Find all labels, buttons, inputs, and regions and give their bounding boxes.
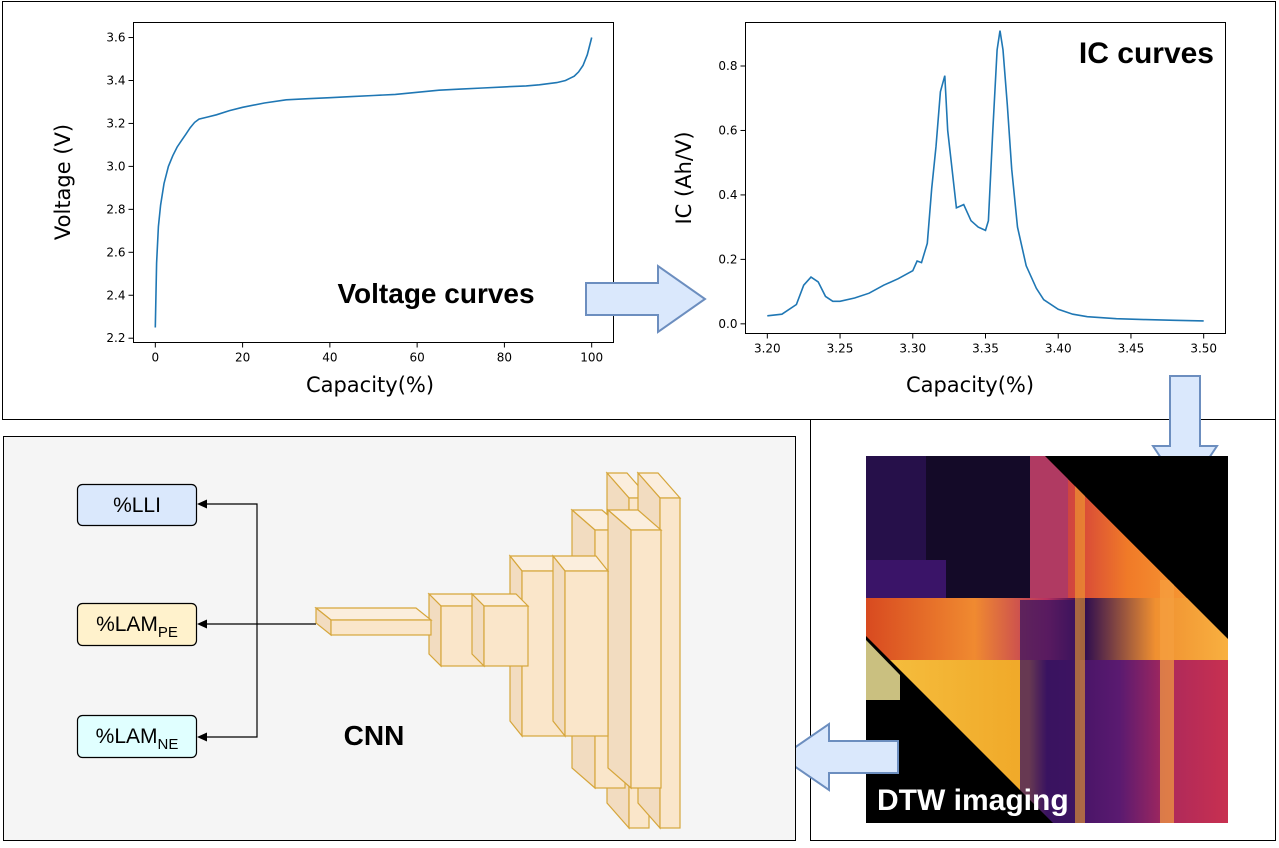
ic-ytick-label: 0.4 [718, 188, 737, 202]
ic-ytick-label: 0.8 [718, 59, 737, 73]
voltage-ytick-label: 3.4 [106, 73, 125, 87]
voltage-ytick-label: 2.4 [106, 288, 125, 302]
ic-ytick-label: 0.6 [718, 123, 737, 137]
voltage-ytick-label: 3.2 [106, 116, 125, 130]
voltage-xtick-label: 40 [322, 351, 337, 365]
ic-xtick-label: 3.35 [972, 342, 999, 356]
cnn-block-1 [314, 606, 433, 637]
voltage-ytick-label: 3.6 [106, 31, 125, 45]
voltage-ylabel: Voltage (V) [51, 124, 75, 240]
ic-xtick-label: 3.25 [827, 342, 854, 356]
voltage-xtick-label: 0 [151, 351, 159, 365]
ic-xlabel: Capacity(%) [906, 373, 1034, 397]
output-lam-pe-box [76, 602, 198, 647]
output-lli-box [76, 483, 198, 527]
ic-xtick-label: 3.20 [754, 342, 781, 356]
voltage-plot-area [133, 22, 614, 343]
output-lam-ne-box [76, 714, 198, 759]
cnn-label: CNN [344, 720, 405, 751]
voltage-xtick-label: 20 [235, 351, 250, 365]
ic-series-line [767, 30, 1204, 322]
voltage-xtick-label: 60 [409, 351, 424, 365]
voltage-xlabel: Capacity(%) [306, 373, 434, 397]
output-connectors [205, 503, 316, 738]
ic-ytick-label: 0.0 [718, 317, 737, 331]
output-lli-label: %LLI [113, 494, 161, 517]
ic-xtick-label: 3.40 [1045, 342, 1072, 356]
voltage-ytick-label: 2.8 [106, 202, 125, 216]
output-lli: %LLI [76, 483, 198, 527]
connector-arrowheads [197, 499, 207, 742]
voltage-ytick-label: 2.2 [106, 331, 125, 345]
output-lam-pe-label: %LAMPE [96, 613, 178, 641]
ic-ylabel: IC (Ah/V) [672, 131, 696, 224]
voltage-ytick-label: 2.6 [106, 245, 125, 259]
voltage-ytick-label: 3.0 [106, 159, 125, 173]
voltage-series-line [154, 37, 593, 328]
dtw-frame [810, 420, 1276, 841]
voltage-panel-label: Voltage curves [337, 278, 534, 309]
ic-ytick-label: 0.2 [718, 252, 737, 266]
output-lam-ne: %LAMNE [76, 714, 198, 759]
arrow-dtw-to-cnn [779, 722, 899, 792]
ic-plot-area [745, 22, 1226, 334]
dtw-label: DTW imaging [877, 784, 1069, 817]
ic-xtick-label: 3.45 [1118, 342, 1145, 356]
output-lam-pe: %LAMPE [76, 602, 198, 647]
arrow-voltage-to-ic [585, 264, 707, 334]
ic-panel-label: IC curves [1079, 37, 1214, 70]
dtw-image: DTW imaging [866, 456, 1228, 823]
cnn-block-2 [470, 592, 530, 668]
cnn-panel: %LLI %LAMPE %LAMNE CNN [3, 436, 796, 841]
top-frame [2, 1, 1276, 420]
voltage-xtick-label: 100 [580, 351, 603, 365]
output-lam-ne-label: %LAMNE [96, 725, 179, 753]
cnn-block-6 [606, 508, 663, 790]
cnn-block-4 [551, 554, 610, 738]
cnn-layer-stack [314, 471, 682, 830]
voltage-chart: 0 20 40 60 80 100 2.2 2.4 2.6 2.8 3.0 3.2 3.4 3.6 Ca… [51, 22, 614, 397]
voltage-xtick-label: 80 [497, 351, 512, 365]
ic-xtick-label: 3.50 [1190, 342, 1217, 356]
ic-chart: 3.20 3.25 3.30 3.35 3.40 3.45 3.50 0.0 0.2 0.4 0.… [672, 22, 1226, 397]
ic-xtick-label: 3.30 [899, 342, 926, 356]
